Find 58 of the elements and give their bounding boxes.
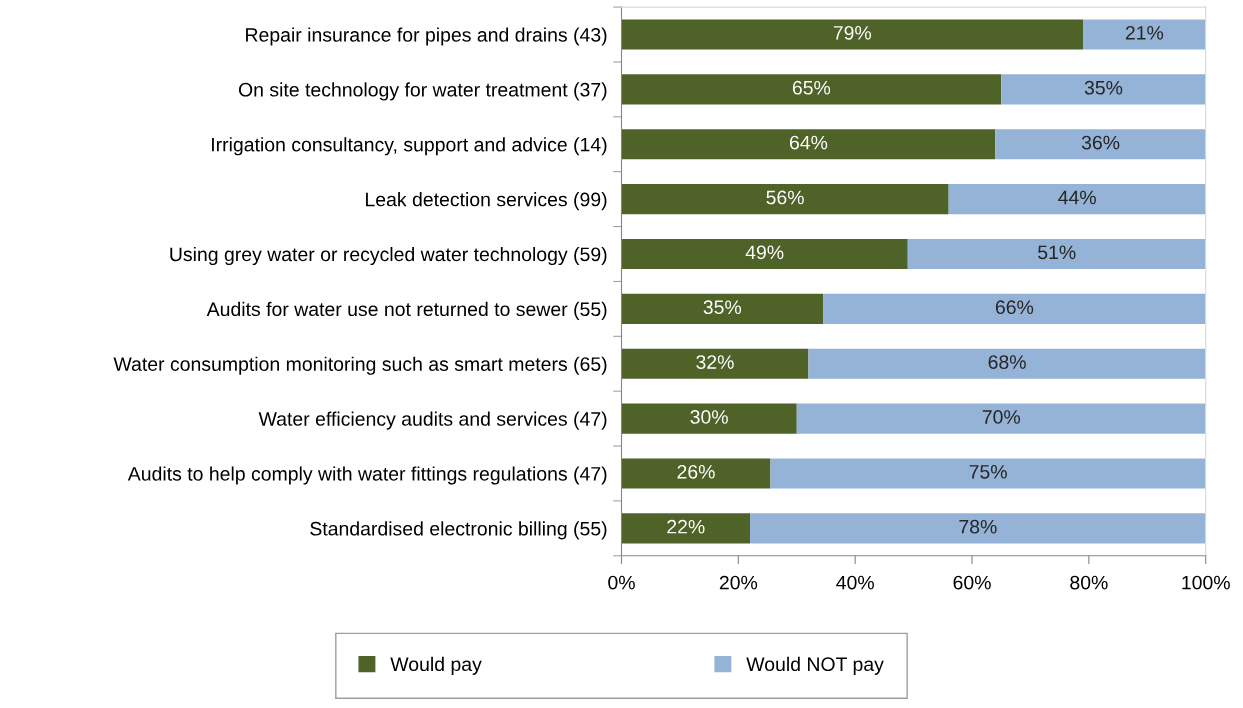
y-tick-label: Using grey water or recycled water technology (59) — [170, 246, 607, 266]
y-tick-label: On site technology for water treatment (37) — [238, 82, 607, 101]
x-tick-label: 20% — [719, 575, 758, 590]
data-label: 22% — [667, 519, 705, 534]
data-label: 26% — [677, 464, 715, 479]
y-tick-label: Water consumption monitoring such as smart meters (65) — [113, 356, 607, 375]
y-tick-label: Irrigation consultancy, support and advice (14) — [212, 137, 607, 156]
bar — [995, 129, 1206, 160]
data-label: 35% — [703, 300, 742, 315]
bar — [621, 184, 949, 215]
bar — [621, 19, 1084, 50]
bar — [621, 513, 751, 544]
y-tick-label: Audits for water use not returned to sewer (55) — [206, 301, 607, 320]
bar — [621, 293, 824, 324]
y-tick-label: Water efficiency audits and services (47) — [258, 411, 607, 430]
y-tick-label: Leak detection services (99) — [366, 192, 607, 211]
bar — [948, 184, 1206, 215]
bar — [621, 458, 771, 489]
x-tick-label: 60% — [953, 575, 991, 590]
bar — [621, 74, 1002, 105]
data-label: 49% — [745, 245, 784, 260]
legend-label: Would pay — [390, 656, 482, 675]
y-tick-label: Audits to help comply with water fittings regulations (47) — [127, 466, 607, 485]
data-label: 65% — [792, 80, 831, 95]
data-label: 78% — [959, 519, 997, 534]
data-label: 79% — [833, 25, 872, 40]
bar — [621, 238, 908, 270]
data-label: 36% — [1081, 135, 1120, 150]
bar — [1001, 74, 1206, 105]
data-label: 68% — [988, 355, 1026, 369]
data-label: 66% — [995, 300, 1034, 315]
data-label: 30% — [690, 410, 728, 424]
x-tick-label: 40% — [836, 575, 874, 590]
bar — [907, 238, 1206, 270]
bar — [621, 403, 797, 434]
y-tick-label: Standardised electronic billing (55) — [310, 521, 607, 540]
data-label: 70% — [982, 410, 1020, 424]
data-label: 21% — [1125, 25, 1164, 40]
bar — [823, 293, 1206, 324]
x-tick-label: 80% — [1070, 575, 1108, 590]
y-tick-label: Repair insurance for pipes and drains (43) — [246, 27, 607, 46]
x-tick-label: 0% — [608, 575, 635, 590]
data-label: 44% — [1058, 190, 1096, 205]
bar — [796, 403, 1206, 434]
data-label: 75% — [969, 465, 1007, 479]
bar — [621, 348, 809, 379]
data-label: 35% — [1084, 80, 1123, 95]
data-label: 51% — [1038, 245, 1076, 260]
bar — [621, 129, 996, 160]
data-label: 64% — [789, 135, 828, 150]
bar — [1083, 19, 1206, 50]
legend-label: Would NOT pay — [746, 656, 884, 675]
data-label: 56% — [766, 190, 804, 205]
x-tick-label: 100% — [1182, 575, 1230, 590]
bar — [808, 348, 1206, 379]
bar — [750, 513, 1206, 544]
data-label: 32% — [696, 355, 734, 369]
bar — [770, 458, 1206, 489]
